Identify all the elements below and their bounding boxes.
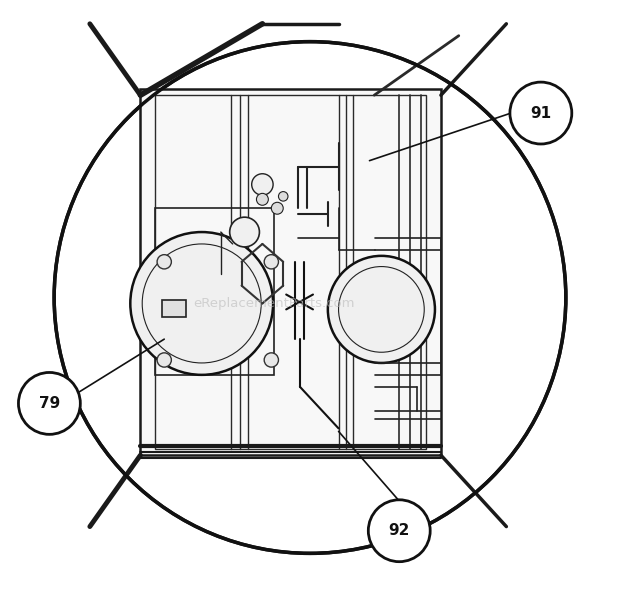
- Circle shape: [157, 353, 171, 367]
- Circle shape: [54, 42, 566, 553]
- Circle shape: [130, 232, 273, 375]
- Bar: [140, 89, 441, 455]
- Text: 91: 91: [530, 105, 551, 121]
- Circle shape: [264, 255, 278, 269]
- Text: 92: 92: [389, 523, 410, 538]
- Circle shape: [264, 353, 278, 367]
- Circle shape: [229, 217, 259, 247]
- Circle shape: [157, 255, 171, 269]
- Circle shape: [368, 500, 430, 562]
- Bar: [162, 300, 186, 317]
- Circle shape: [257, 193, 268, 205]
- Text: 79: 79: [39, 396, 60, 411]
- Bar: [155, 208, 274, 375]
- Text: eReplacementParts.com: eReplacementParts.com: [193, 297, 355, 310]
- Circle shape: [278, 192, 288, 201]
- Bar: [155, 95, 426, 449]
- Circle shape: [252, 174, 273, 195]
- Circle shape: [510, 82, 572, 144]
- Circle shape: [328, 256, 435, 363]
- Circle shape: [272, 202, 283, 214]
- Circle shape: [19, 372, 81, 434]
